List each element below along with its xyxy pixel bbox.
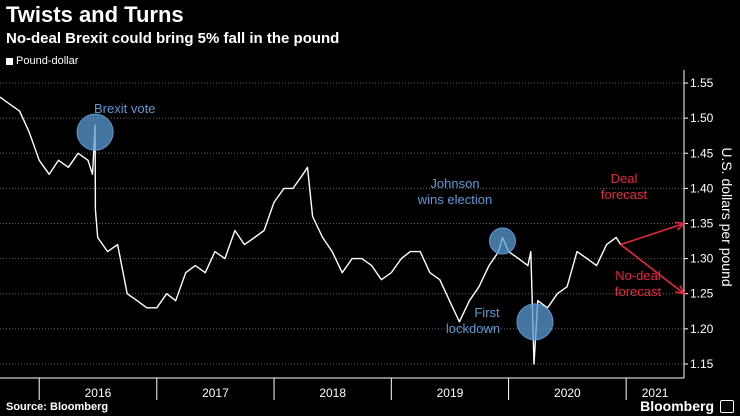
no-deal-forecast-line [620, 243, 685, 295]
source-note: Source: Bloomberg [6, 401, 109, 413]
y-tick-label: 1.15 [690, 357, 714, 371]
deal-forecast-label-line2: forecast [601, 187, 648, 202]
johnson-label-line2: wins election [417, 192, 492, 207]
chart-title: Twists and Turns [6, 2, 184, 27]
x-tick-label: 2019 [437, 386, 464, 400]
legend-label: Pound-dollar [16, 55, 79, 67]
y-tick-label: 1.50 [690, 111, 714, 125]
first-lockdown-marker [516, 303, 554, 341]
no-deal-forecast-label-line2: forecast [615, 284, 662, 299]
deal-forecast-label-line1: Deal [611, 171, 638, 186]
grid [0, 82, 684, 365]
no-deal-forecast-arrowhead [675, 285, 686, 295]
brexit-vote-marker [76, 113, 114, 151]
bloomberg-logo-icon [720, 400, 734, 413]
johnson-label-line1: Johnson [430, 176, 479, 191]
y-tick-label: 1.20 [690, 322, 714, 336]
lockdown-label-line2: lockdown [446, 321, 500, 336]
y-tick-label: 1.35 [690, 216, 714, 230]
brexit-vote-label: Brexit vote [94, 101, 155, 116]
x-tick-label: 2017 [202, 386, 229, 400]
y-tick-label: 1.40 [690, 181, 714, 195]
legend: Pound-dollar [6, 55, 78, 67]
x-tick-label: 2016 [85, 386, 112, 400]
no-deal-forecast-label-line1: No-deal [615, 268, 661, 283]
y-tick-label: 1.45 [690, 146, 714, 160]
x-tick-label: 2021 [642, 386, 669, 400]
x-axis: 2016 2017 2018 2019 2020 2021 [0, 377, 684, 400]
deal-forecast-arrowhead [674, 221, 686, 231]
x-tick-label: 2020 [554, 386, 581, 400]
y-tick-label: 1.25 [690, 287, 714, 301]
legend-swatch [6, 57, 13, 65]
chart-subtitle: No-deal Brexit could bring 5% fall in th… [6, 30, 340, 47]
johnson-election-marker [488, 227, 516, 255]
y-axis: 1.15 1.20 1.25 1.30 1.35 1.40 1.45 1.50 1.55 U.S.… [683, 70, 735, 378]
forecasts [620, 221, 686, 295]
x-tick-label: 2018 [319, 386, 346, 400]
y-axis-label: U.S. dollars per pound [719, 147, 735, 286]
y-tick-label: 1.30 [690, 252, 714, 266]
series-line-pound-dollar [0, 96, 622, 365]
series [0, 96, 622, 365]
bloomberg-logo: Bloomberg [640, 398, 714, 414]
lockdown-label-line1: First [474, 305, 500, 320]
y-tick-label: 1.55 [690, 76, 714, 90]
deal-forecast-line [620, 222, 685, 246]
